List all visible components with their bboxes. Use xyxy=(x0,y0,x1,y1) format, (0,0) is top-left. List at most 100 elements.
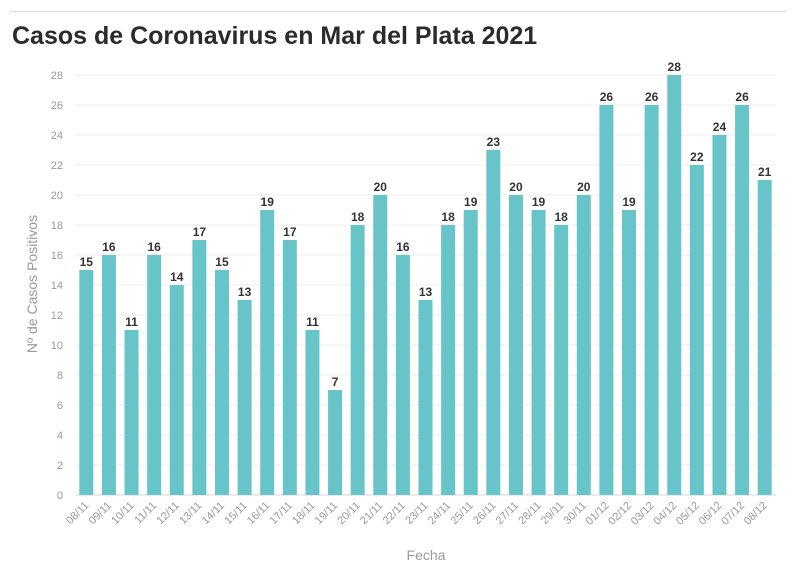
data-label: 21 xyxy=(758,165,772,179)
x-tick-label: 22/11 xyxy=(381,500,408,527)
bar xyxy=(554,225,569,495)
bar xyxy=(282,240,297,495)
chart-title: Casos de Coronavirus en Mar del Plata 20… xyxy=(12,22,538,50)
x-tick-label: 11/11 xyxy=(132,500,159,527)
bar xyxy=(418,300,433,495)
data-label: 7 xyxy=(332,375,339,389)
x-tick-label: 29/11 xyxy=(539,500,566,527)
bar xyxy=(192,240,207,495)
x-tick-label: 06/12 xyxy=(697,500,725,528)
y-tick-label: 18 xyxy=(51,220,63,232)
data-label: 19 xyxy=(261,195,275,209)
bar xyxy=(622,210,637,495)
data-label: 17 xyxy=(193,225,207,239)
x-tick-label: 01/12 xyxy=(584,500,612,528)
bar xyxy=(124,330,139,495)
data-label: 18 xyxy=(554,210,568,224)
bar xyxy=(486,150,501,495)
x-tick-label: 24/11 xyxy=(426,500,453,527)
y-tick-label: 0 xyxy=(57,490,63,502)
bar xyxy=(531,210,546,495)
x-tick-label: 14/11 xyxy=(200,500,227,527)
data-label: 11 xyxy=(125,315,138,329)
x-tick-label: 07/12 xyxy=(719,500,747,528)
bar xyxy=(328,390,343,495)
data-label: 20 xyxy=(374,180,388,194)
y-tick-label: 4 xyxy=(57,430,63,442)
x-tick-label: 26/11 xyxy=(471,500,498,527)
data-label: 16 xyxy=(396,240,410,254)
x-tick-label: 20/11 xyxy=(335,500,362,527)
bar xyxy=(147,255,162,495)
data-label: 11 xyxy=(306,315,319,329)
x-tick-label: 18/11 xyxy=(290,500,317,527)
x-tick-label: 28/11 xyxy=(516,500,543,527)
y-tick-label: 28 xyxy=(51,70,63,82)
data-label: 26 xyxy=(600,90,614,104)
y-tick-label: 8 xyxy=(57,370,63,382)
data-label: 26 xyxy=(735,90,749,104)
data-label: 17 xyxy=(283,225,297,239)
bar xyxy=(350,225,365,495)
x-tick-label: 08/12 xyxy=(742,500,770,528)
data-label: 22 xyxy=(690,150,704,164)
data-label: 16 xyxy=(102,240,116,254)
data-label: 16 xyxy=(147,240,161,254)
x-tick-label: 04/12 xyxy=(651,500,679,528)
data-label: 14 xyxy=(170,270,184,284)
x-tick-label: 05/12 xyxy=(674,500,702,528)
data-label: 13 xyxy=(238,285,252,299)
bar xyxy=(373,195,388,495)
y-tick-label: 2 xyxy=(57,460,63,472)
y-tick-label: 12 xyxy=(51,310,63,322)
data-label: 19 xyxy=(532,195,546,209)
bar xyxy=(305,330,320,495)
x-tick-label: 13/11 xyxy=(177,500,204,527)
data-label: 19 xyxy=(622,195,636,209)
data-label: 28 xyxy=(668,60,682,74)
x-tick-label: 15/11 xyxy=(222,500,249,527)
bar xyxy=(214,270,229,495)
bar xyxy=(599,105,614,495)
bar xyxy=(712,135,727,495)
x-tick-label: 16/11 xyxy=(245,500,272,527)
x-tick-label: 21/11 xyxy=(358,500,385,527)
data-label: 19 xyxy=(464,195,478,209)
bar xyxy=(169,285,184,495)
x-tick-label: 03/12 xyxy=(629,500,657,528)
data-label: 18 xyxy=(351,210,365,224)
bar xyxy=(101,255,116,495)
x-tick-label: 23/11 xyxy=(403,500,430,527)
top-divider xyxy=(10,11,786,12)
bar xyxy=(757,180,772,495)
bar xyxy=(79,270,94,495)
bars xyxy=(79,75,772,495)
bar xyxy=(237,300,252,495)
y-tick-label: 22 xyxy=(51,160,63,172)
data-label: 13 xyxy=(419,285,433,299)
bar xyxy=(508,195,523,495)
x-tick-label: 12/11 xyxy=(155,500,182,527)
y-tick-label: 6 xyxy=(57,400,63,412)
x-axis-ticks: 08/1109/1110/1111/1112/1113/1114/1115/11… xyxy=(64,500,770,528)
x-tick-label: 10/11 xyxy=(109,500,136,527)
bar xyxy=(441,225,456,495)
data-label: 24 xyxy=(713,120,727,134)
gridlines xyxy=(75,74,776,496)
x-tick-label: 09/11 xyxy=(87,500,114,527)
x-tick-label: 19/11 xyxy=(313,500,340,527)
bar xyxy=(689,165,704,495)
data-label: 18 xyxy=(441,210,455,224)
data-label: 20 xyxy=(509,180,523,194)
x-tick-label: 25/11 xyxy=(448,500,475,527)
y-tick-label: 16 xyxy=(51,250,63,262)
bar xyxy=(260,210,275,495)
y-tick-label: 14 xyxy=(51,280,63,292)
x-tick-label: 17/11 xyxy=(268,500,295,527)
data-labels: 15 16 11 16 14 17 15 13 19 17 11 7 18 20 16 13 18 19 23 20 1… xyxy=(80,60,772,389)
x-tick-label: 27/11 xyxy=(494,500,521,527)
y-tick-label: 24 xyxy=(51,130,63,142)
y-axis-title: Nº de Casos Positivos xyxy=(24,215,40,353)
bar xyxy=(735,105,750,495)
data-label: 20 xyxy=(577,180,591,194)
